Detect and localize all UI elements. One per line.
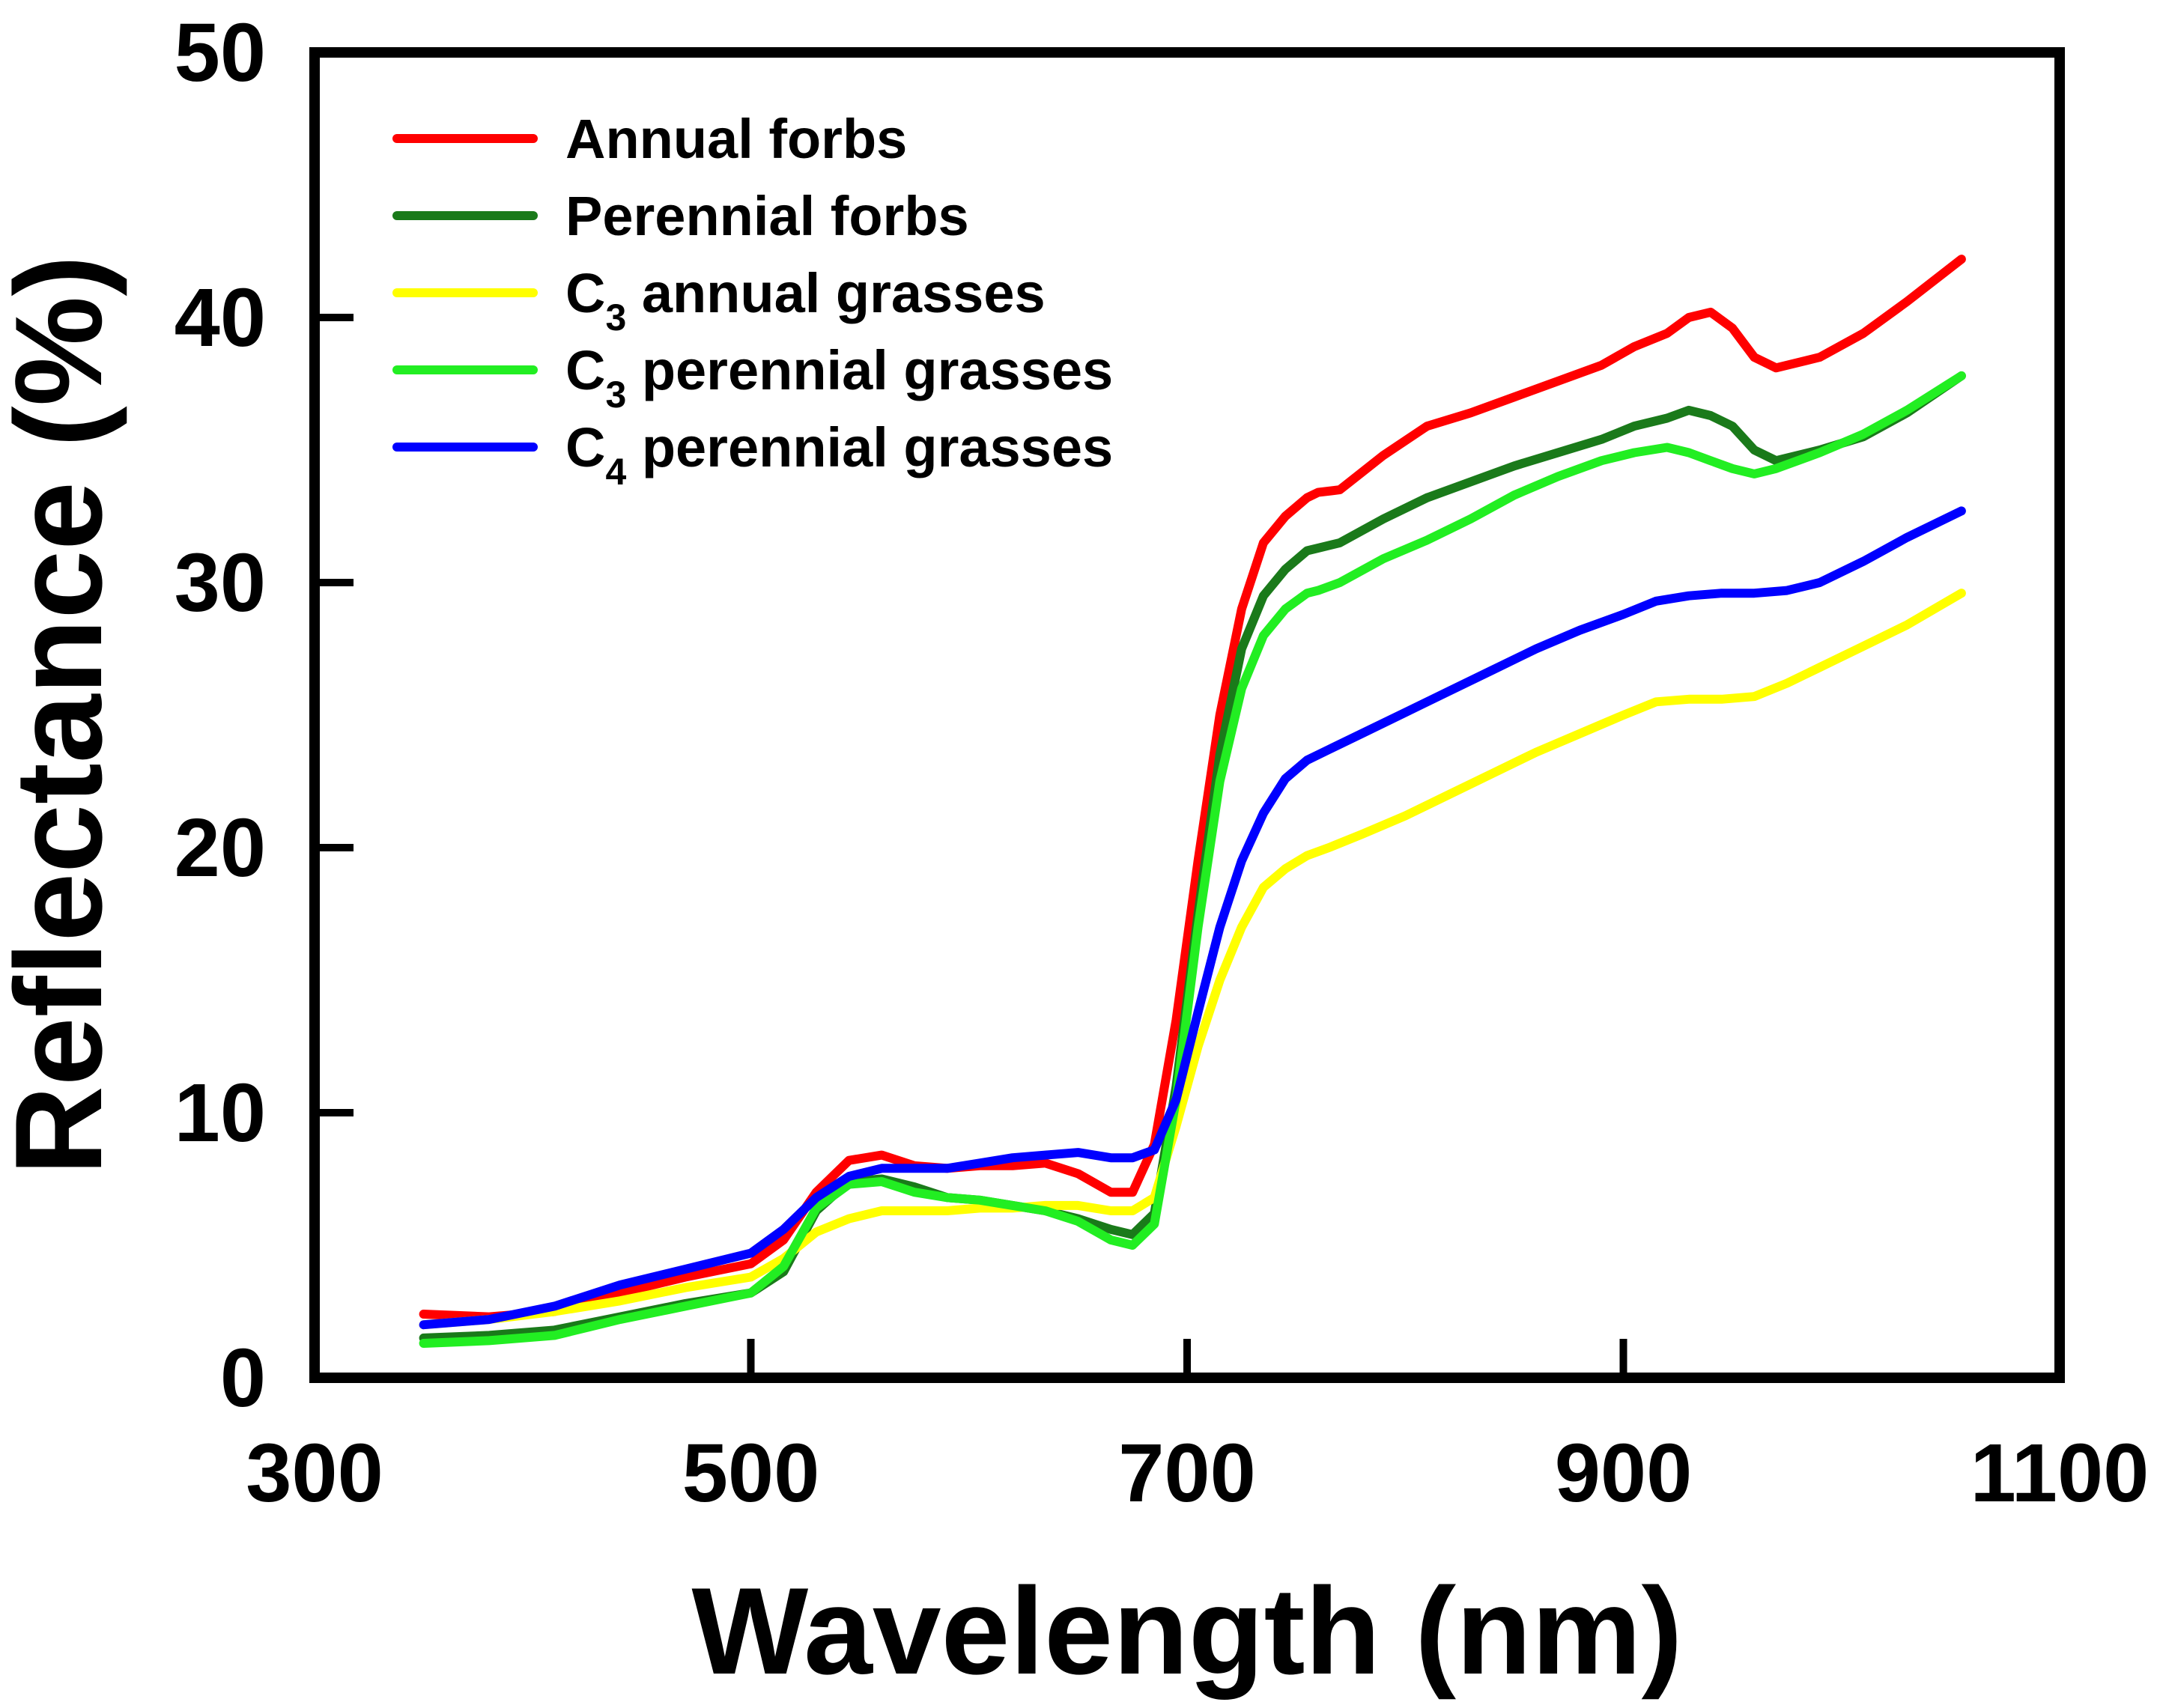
tick-layer: 300 500 700 900 1100 0 10 20 30 40 50: [175, 7, 2150, 1519]
legend-label-2: C3 annual grasses: [565, 262, 1046, 338]
series-line-3: [419, 371, 1966, 1348]
series-line-4: [419, 506, 1966, 1330]
series-layer: [419, 255, 1966, 1348]
y-axis-title: Reflectance (%): [0, 255, 127, 1176]
x-tick-label-3: 900: [1555, 1427, 1693, 1519]
y-tick-label-0: 0: [220, 1332, 266, 1424]
series-line-1: [419, 371, 1966, 1343]
y-tick-label-5: 50: [175, 7, 266, 99]
legend-label-4: C4 perennial grasses: [565, 416, 1113, 493]
series-line-2: [419, 589, 1966, 1330]
plot-frame: [309, 47, 2065, 1383]
x-tick-label-4: 1100: [1971, 1427, 2150, 1519]
y-tick-label-2: 20: [175, 802, 266, 894]
series-line-0: [419, 255, 1966, 1322]
legend: Annual forbs Perennial forbs C3 annual gra…: [392, 108, 1113, 493]
y-tick-label-4: 40: [175, 272, 266, 364]
x-tick-label-1: 500: [682, 1427, 820, 1519]
legend-label-0: Annual forbs: [565, 108, 907, 170]
y-tick-label-1: 10: [175, 1067, 266, 1159]
legend-label-3: C3 perennial grasses: [565, 339, 1113, 416]
x-axis-title: Wavelength (nm): [691, 1562, 1682, 1700]
x-tick-label-2: 700: [1118, 1427, 1256, 1519]
legend-label-1: Perennial forbs: [565, 185, 969, 247]
x-tick-label-0: 300: [246, 1427, 383, 1519]
y-tick-label-3: 30: [175, 537, 266, 629]
